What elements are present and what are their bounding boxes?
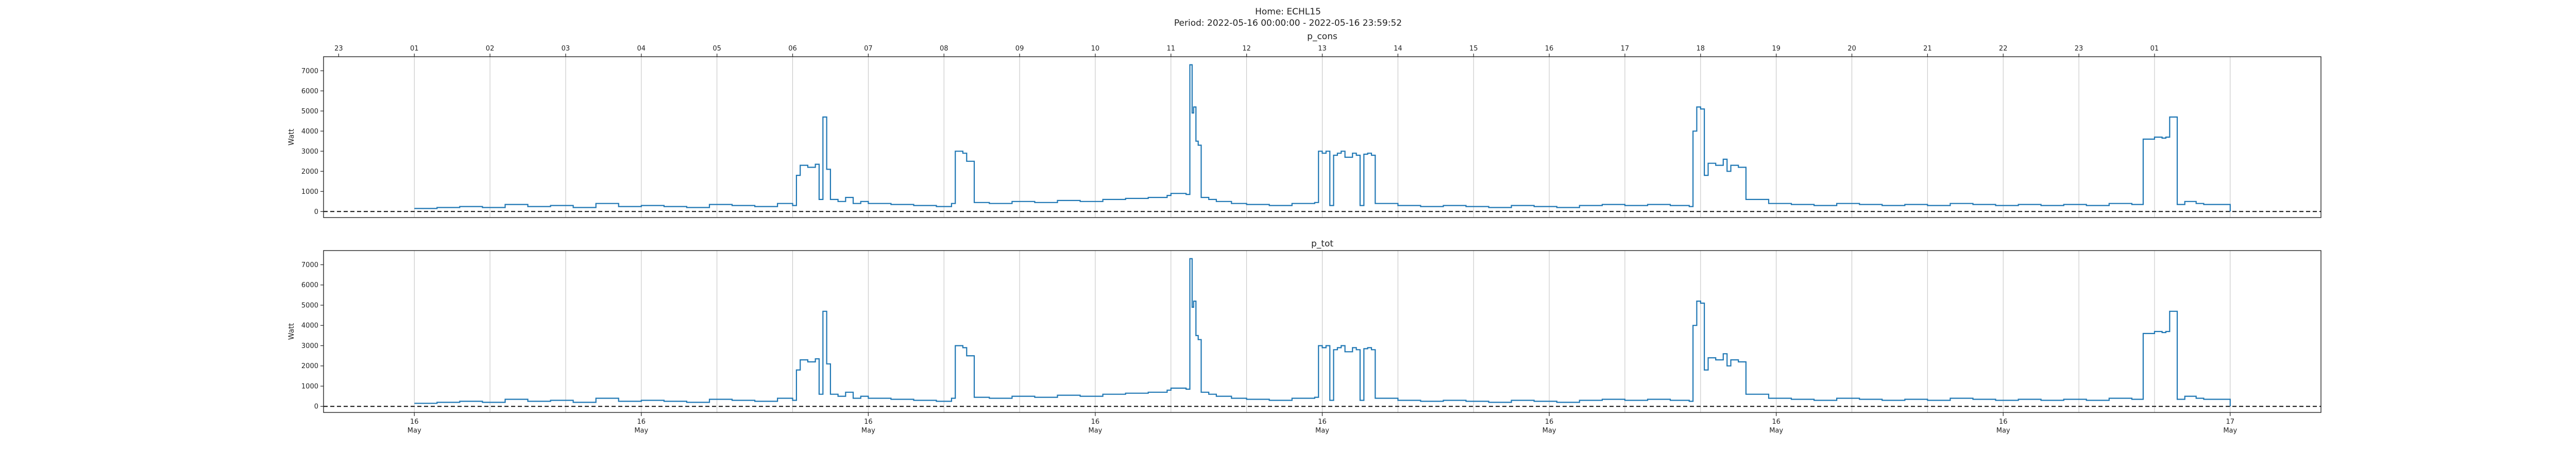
day-tick-label-day: 16 xyxy=(1545,418,1554,426)
y-axis-label: Watt xyxy=(287,128,296,145)
day-tick-label-month: May xyxy=(1543,427,1556,435)
chart-panel-p-cons: p_cons 0 1000 2000 3000 4000 5000 6000 7000 Watt 2… xyxy=(287,31,2321,218)
day-tick-label-day: 16 xyxy=(1318,418,1327,426)
figure-period-title: Period: 2022-05-16 00:00:00 - 2022-05-16… xyxy=(1174,18,1402,28)
hour-tick-label: 09 xyxy=(1015,45,1024,53)
day-tick-label-month: May xyxy=(634,427,648,435)
y-tick-label: 5000 xyxy=(301,302,318,309)
hour-tick-label: 19 xyxy=(1772,45,1781,53)
chart-title: p_tot xyxy=(1311,239,1333,249)
y-tick-label: 3000 xyxy=(301,342,318,350)
day-tick-label-day: 16 xyxy=(1999,418,2008,426)
hour-tick-label: 21 xyxy=(1923,45,1932,53)
day-tick-label-month: May xyxy=(2223,427,2237,435)
y-tick-label: 1000 xyxy=(301,383,318,390)
day-tick-label-day: 16 xyxy=(864,418,873,426)
day-tick-label-month: May xyxy=(1088,427,1102,435)
hour-tick-label: 16 xyxy=(1545,45,1554,53)
y-tick-label: 2000 xyxy=(301,362,318,370)
hour-tick-label: 10 xyxy=(1091,45,1100,53)
y-tick-label: 4000 xyxy=(301,128,318,136)
y-tick-label: 2000 xyxy=(301,168,318,176)
hour-tick-label: 01 xyxy=(410,45,419,53)
day-tick-label-month: May xyxy=(1996,427,2010,435)
chart-panel-p-tot: p_tot 0 1000 2000 3000 4000 5000 6000 7000 Watt 16… xyxy=(287,239,2321,435)
day-tick-label-month: May xyxy=(861,427,875,435)
y-tick-label: 7000 xyxy=(301,68,318,75)
chart-title: p_cons xyxy=(1307,31,1337,42)
y-tick-label: 3000 xyxy=(301,148,318,156)
hour-tick-label: 18 xyxy=(1697,45,1705,53)
y-tick-label: 0 xyxy=(314,208,318,216)
y-tick-label: 0 xyxy=(314,403,318,411)
hour-tick-label: 03 xyxy=(562,45,570,53)
day-tick-label-month: May xyxy=(1769,427,1783,435)
day-tick-label-day: 16 xyxy=(410,418,419,426)
hour-tick-label: 06 xyxy=(788,45,797,53)
hour-tick-label: 02 xyxy=(486,45,495,53)
hour-tick-label: 11 xyxy=(1167,45,1176,53)
y-tick-label: 4000 xyxy=(301,322,318,330)
y-tick-label: 1000 xyxy=(301,188,318,196)
y-axis-label: Watt xyxy=(287,323,296,340)
hour-tick-label: 23 xyxy=(334,45,343,53)
hour-tick-label: 23 xyxy=(2075,45,2083,53)
day-tick-label-day: 16 xyxy=(637,418,646,426)
hour-tick-label: 12 xyxy=(1242,45,1251,53)
hour-tick-label: 22 xyxy=(1999,45,2008,53)
hour-tick-label: 14 xyxy=(1394,45,1402,53)
y-tick-label: 6000 xyxy=(301,281,318,289)
y-tick-label: 7000 xyxy=(301,261,318,269)
hour-tick-label: 04 xyxy=(637,45,646,53)
y-tick-label: 6000 xyxy=(301,88,318,95)
hour-tick-label: 17 xyxy=(1621,45,1630,53)
day-tick-label-month: May xyxy=(408,427,421,435)
day-tick-label-day: 17 xyxy=(2226,418,2234,426)
hour-tick-label: 05 xyxy=(713,45,721,53)
hour-tick-label: 13 xyxy=(1318,45,1327,53)
day-tick-label-day: 16 xyxy=(1091,418,1100,426)
hour-tick-label: 08 xyxy=(940,45,948,53)
y-tick-label: 5000 xyxy=(301,108,318,115)
figure-home-title: Home: ECHL15 xyxy=(1255,7,1321,17)
series-line-p-cons xyxy=(414,64,2231,212)
hour-tick-label: 07 xyxy=(864,45,873,53)
day-tick-label-day: 16 xyxy=(1772,418,1781,426)
hour-tick-label: 15 xyxy=(1469,45,1478,53)
series-line-p-tot xyxy=(414,258,2231,407)
day-tick-label-month: May xyxy=(1315,427,1329,435)
hour-tick-label: 20 xyxy=(1848,45,1856,53)
hour-tick-label: 01 xyxy=(2150,45,2159,53)
